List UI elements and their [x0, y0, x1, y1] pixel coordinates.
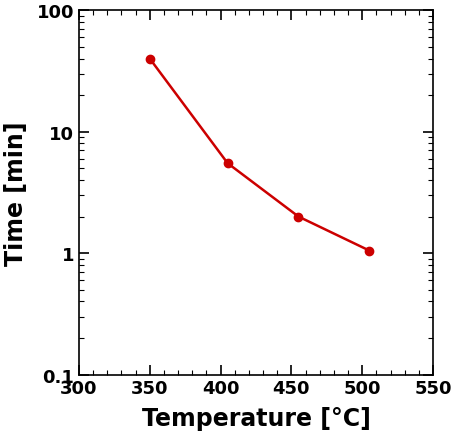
- Y-axis label: Time [min]: Time [min]: [4, 121, 28, 265]
- X-axis label: Temperature [°C]: Temperature [°C]: [141, 406, 369, 430]
